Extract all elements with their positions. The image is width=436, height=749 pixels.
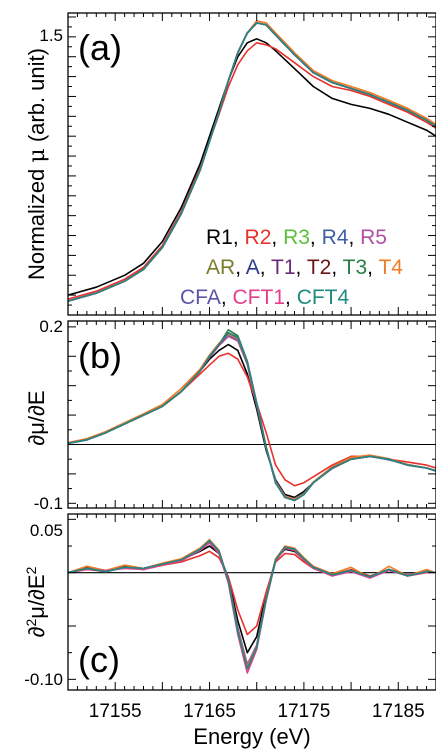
legend-separator: , bbox=[285, 286, 297, 309]
legend-separator: , bbox=[260, 256, 271, 279]
legend-entry-cft4: CFT4 bbox=[297, 286, 350, 309]
panel-c-series-t4 bbox=[67, 538, 436, 668]
legend-entry-r3: R3 bbox=[283, 226, 310, 249]
panel-a-ytick-1-5: 1.5 bbox=[39, 26, 63, 45]
legend-row-3: CFA, CFT1, CFT4 bbox=[180, 286, 350, 309]
panel-b-ylabel: ∂μ/∂E bbox=[24, 390, 49, 445]
panel-b-series-r2 bbox=[67, 352, 436, 487]
panel-c-ytick-neg-0-10: -0.10 bbox=[24, 670, 63, 689]
panel-b-series-r3 bbox=[67, 332, 436, 502]
panel-b-series-t4 bbox=[67, 333, 436, 500]
panel-c-series-ar bbox=[67, 539, 436, 670]
legend-separator: , bbox=[296, 256, 307, 279]
panel-c-ylabel-partial: ∂ bbox=[24, 626, 49, 637]
panel-c-series-r3 bbox=[67, 539, 436, 670]
panel-a-ylabel: Normalized μ (arb. unit) bbox=[24, 48, 50, 280]
legend-entry-r1: R1 bbox=[206, 226, 233, 249]
panel-b-series-group bbox=[67, 329, 436, 502]
x-axis-label: Energy (eV) bbox=[193, 724, 310, 749]
panel-b-ytick-0-2: 0.2 bbox=[39, 317, 63, 336]
panel-a-ylabel-part-3: (arb. unit) bbox=[24, 48, 49, 148]
panel-a-series-cft4 bbox=[67, 22, 436, 302]
panel-c-ticks bbox=[67, 514, 436, 690]
panel-c-frame bbox=[67, 513, 436, 691]
xtick-label-17155: 17155 bbox=[89, 701, 142, 722]
panel-c-series-t3 bbox=[67, 539, 436, 670]
panel-c-ylabel-sup-2: 2 bbox=[23, 566, 39, 574]
panel-c-series-cfa bbox=[67, 539, 436, 670]
panel-b: (b) 0.2 -0.1 ∂μ/∂E bbox=[24, 317, 436, 513]
panel-c-series-a bbox=[67, 539, 436, 670]
legend-separator: , bbox=[235, 256, 246, 279]
panel-a-series-group bbox=[67, 20, 436, 302]
panel-a-series-r1 bbox=[67, 38, 436, 296]
legend-entry-t4: T4 bbox=[378, 256, 403, 279]
panel-b-frame bbox=[67, 320, 436, 509]
panel-c-series-r2 bbox=[67, 550, 436, 636]
legend-entry-t2: T2 bbox=[307, 256, 332, 279]
legend-entry-r4: R4 bbox=[322, 226, 349, 249]
legend-entry-t3: T3 bbox=[343, 256, 368, 279]
legend-entry-cft1: CFT1 bbox=[233, 286, 286, 309]
panel-c-series-t1 bbox=[67, 539, 436, 670]
panel-b-series-cft1 bbox=[67, 332, 436, 502]
panel-c-series-t2 bbox=[67, 539, 436, 670]
legend-separator: , bbox=[233, 226, 245, 249]
legend-row-2: AR, A, T1, T2, T3, T4 bbox=[206, 256, 403, 279]
panel-b-series-cft4 bbox=[67, 332, 436, 502]
legend-separator: , bbox=[367, 256, 378, 279]
legend-entry-r5: R5 bbox=[360, 226, 387, 249]
panel-c-ylabel: ∂2μ/∂E2 bbox=[23, 566, 49, 637]
panel-a-frame bbox=[67, 12, 436, 316]
panel-b-series-a bbox=[67, 332, 436, 502]
panel-b-series-t2 bbox=[67, 332, 436, 502]
legend-separator: , bbox=[221, 286, 233, 309]
panel-b-series-t1 bbox=[67, 332, 436, 502]
legend-entry-r2: R2 bbox=[245, 226, 272, 249]
xtick-label-17175: 17175 bbox=[277, 701, 330, 722]
panel-b-label: (b) bbox=[78, 335, 122, 376]
panel-c-ytick-0-05: 0.05 bbox=[30, 521, 63, 540]
panel-b-series-ar bbox=[67, 332, 436, 502]
panel-a: (a) 1.5 Normalized μ (arb. unit) R1, R2,… bbox=[24, 12, 436, 316]
panel-c-series-r1 bbox=[67, 545, 436, 654]
panel-b-ytick-neg-0-1: -0.1 bbox=[34, 494, 63, 513]
panel-c-series-cft1 bbox=[67, 542, 436, 674]
panel-a-label: (a) bbox=[78, 27, 122, 68]
panel-b-series-t3 bbox=[67, 329, 436, 502]
legend-row-1: R1, R2, R3, R4, R5 bbox=[206, 226, 387, 249]
panel-a-series-r2 bbox=[67, 42, 436, 300]
panel-a-ylabel-mu: μ bbox=[25, 148, 50, 162]
panel-b-series-cfa bbox=[67, 332, 436, 502]
legend-separator: , bbox=[348, 226, 360, 249]
xtick-label-17185: 17185 bbox=[372, 701, 425, 722]
panel-c-ylabel-mid: μ/∂E bbox=[24, 574, 49, 618]
panel-b-series-r5 bbox=[67, 335, 436, 500]
legend: R1, R2, R3, R4, R5 AR, A, T1, T2, T3, T4 C… bbox=[180, 226, 403, 309]
legend-separator: , bbox=[310, 226, 322, 249]
legend-separator: , bbox=[271, 226, 283, 249]
panel-c-ylabel-sup-1: 2 bbox=[23, 619, 39, 627]
panel-c: (c) 0.05 -0.10 ∂2μ/∂E2 bbox=[23, 513, 436, 691]
panel-b-ticks bbox=[67, 321, 436, 508]
panel-b-series-r4 bbox=[67, 334, 436, 500]
panel-a-ylabel-part-1: Normalized bbox=[24, 163, 49, 280]
panel-c-series-group bbox=[67, 538, 436, 674]
legend-entry-a: A bbox=[246, 256, 260, 279]
x-axis: 17155 17165 17175 17185 Energy (eV) bbox=[89, 701, 425, 749]
xtick-label-17165: 17165 bbox=[183, 701, 236, 722]
legend-separator: , bbox=[331, 256, 342, 279]
panel-c-series-cft4 bbox=[67, 539, 436, 670]
panel-b-series-r1 bbox=[67, 343, 436, 499]
legend-entry-t1: T1 bbox=[271, 256, 296, 279]
legend-entry-ar: AR bbox=[206, 256, 235, 279]
panel-a-ticks bbox=[67, 13, 436, 316]
panel-c-label: (c) bbox=[78, 639, 120, 680]
legend-entry-cfa: CFA bbox=[180, 286, 221, 309]
